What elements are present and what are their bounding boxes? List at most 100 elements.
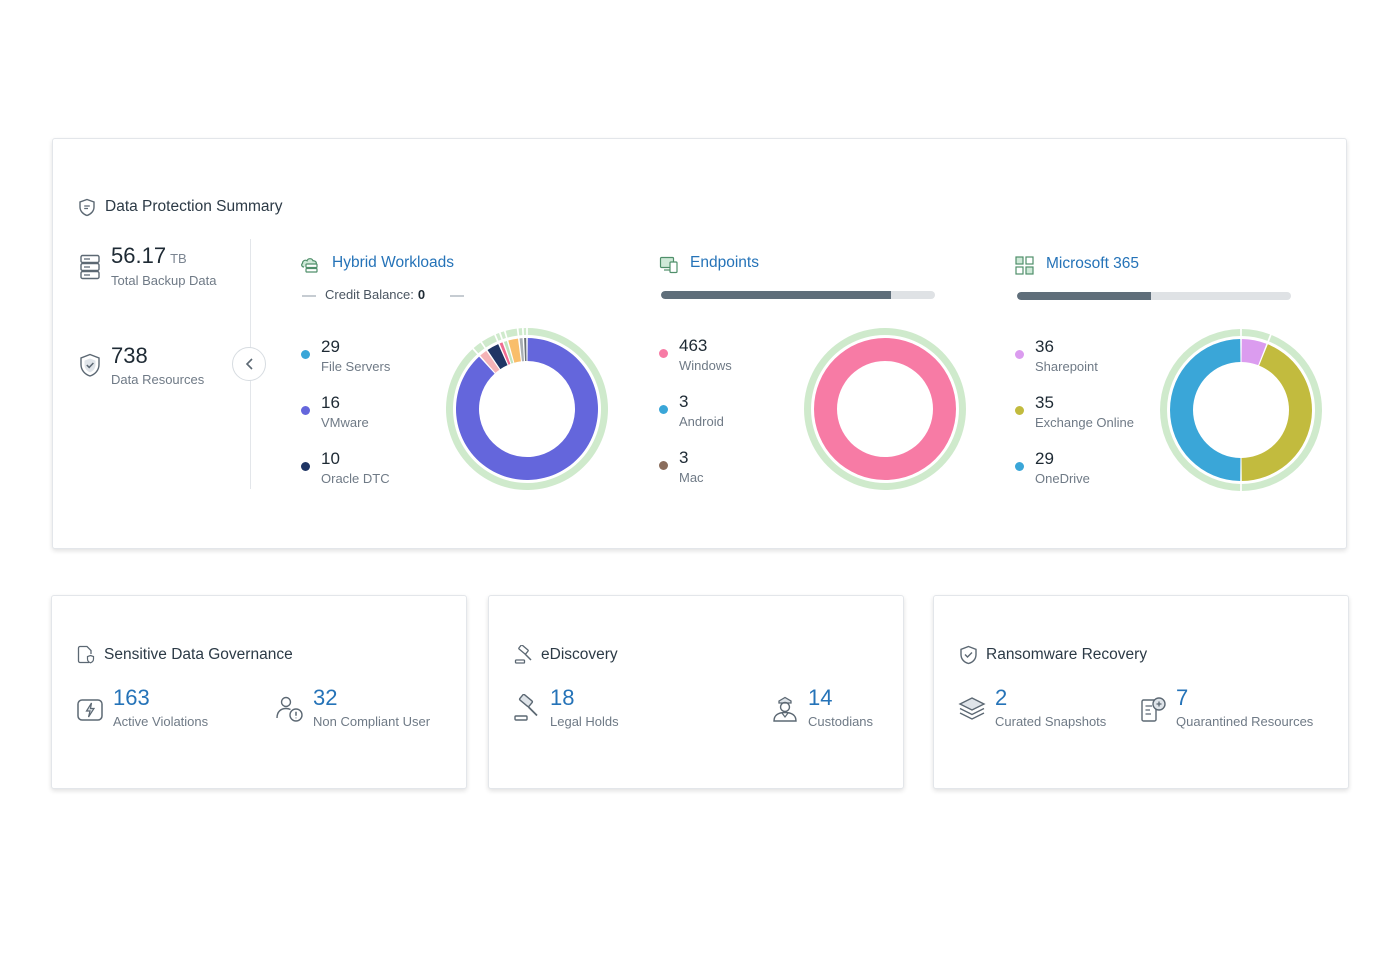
gavel-icon: [514, 645, 532, 664]
quarantined-resources-label: Quarantined Resources: [1176, 714, 1314, 729]
shield-check-icon: [960, 645, 977, 665]
donut-slice-exchange-online[interactable]: [1241, 344, 1312, 481]
user-warning-icon: [276, 696, 303, 722]
endpoint-devices-icon: [659, 256, 678, 274]
shield-icon: [79, 198, 95, 217]
curated-snapshots-count[interactable]: 2: [995, 685, 1008, 710]
collapse-button[interactable]: [232, 347, 266, 381]
total-backup-value: 56.17 TB: [111, 243, 187, 269]
legend-dot-file-servers: [301, 350, 310, 359]
endpoints-link[interactable]: Endpoints: [690, 254, 759, 271]
donut-slice-rose[interactable]: [499, 342, 511, 365]
legend-dot-windows: [659, 349, 668, 358]
donut-track-dark-gray: [523, 328, 527, 336]
oracle-dtc-label: Oracle DTC: [321, 471, 390, 486]
data-resources-value: 738: [111, 343, 148, 368]
violation-icon: [77, 699, 103, 721]
donut-slice-orange[interactable]: [508, 338, 521, 363]
mac-count: 3: [679, 448, 689, 467]
sharepoint-count: 36: [1035, 337, 1054, 356]
donut-slice-sharepoint[interactable]: [1241, 339, 1267, 366]
endpoints-donut: [803, 328, 966, 490]
chevron-left-icon: [245, 358, 253, 370]
legend-dot-oracle-dtc: [301, 462, 310, 471]
onedrive-label: OneDrive: [1035, 471, 1090, 486]
legal-holds-count[interactable]: 18: [550, 685, 575, 710]
data-protection-summary-card: Data Protection Summary 56.17 TB Total Ba…: [52, 138, 1347, 549]
vmware-count: 16: [321, 393, 340, 412]
non-compliant-user-count[interactable]: 32: [313, 685, 338, 710]
donut-slice-dark-gray[interactable]: [524, 338, 527, 362]
donut-track-gray: [518, 328, 523, 336]
quarantined-resources-count[interactable]: 7: [1176, 685, 1189, 710]
layers-icon: [958, 697, 986, 720]
microsoft-365-icon: [1015, 256, 1034, 275]
active-violations-count[interactable]: 163: [113, 685, 150, 710]
active-violations-label: Active Violations: [113, 714, 209, 729]
m365-progress-fill: [1017, 292, 1152, 300]
donut-slice-light-green[interactable]: [503, 340, 514, 364]
oracle-dtc-count: 10: [321, 449, 340, 468]
shield-check-icon: [80, 353, 100, 377]
legend-dot-mac: [659, 461, 668, 470]
total-backup-number: 56.17: [111, 243, 167, 268]
donut-track-sharepoint: [1241, 329, 1270, 341]
database-icon: [80, 254, 100, 280]
hybrid-workloads-donut: [446, 328, 608, 490]
donut-slice-vmware[interactable]: [456, 338, 598, 480]
custodians-count[interactable]: 14: [808, 685, 833, 710]
donut-slice-windows[interactable]: [813, 338, 956, 480]
donut-slice-gray[interactable]: [519, 338, 524, 362]
ransomware-title: Ransomware Recovery: [986, 646, 1148, 663]
mac-label: Mac: [679, 470, 704, 485]
total-backup-label: Total Backup Data: [111, 273, 217, 288]
donut-slice-onedrive[interactable]: [1170, 339, 1241, 481]
donut-track-pink: [473, 342, 485, 354]
donut-slice-oracle-dtc[interactable]: [487, 344, 508, 370]
data-resources-label: Data Resources: [111, 372, 205, 387]
exchange-online-label: Exchange Online: [1035, 415, 1135, 430]
custodian-icon: [773, 696, 797, 722]
credit-balance-value: 0: [417, 287, 426, 302]
credit-dash-left: [302, 295, 316, 297]
onedrive-count: 29: [1035, 449, 1054, 468]
endpoints-progress-bar: [661, 291, 935, 299]
donut-track-light-green: [500, 331, 506, 340]
file-servers-label: File Servers: [321, 359, 391, 374]
ediscovery-card: eDiscovery 18 Legal Holds 14 Custodians: [488, 595, 904, 789]
legend-dot-vmware: [301, 406, 310, 415]
vmware-label: VMware: [321, 415, 369, 430]
document-shield-icon: [77, 645, 95, 664]
android-label: Android: [679, 414, 724, 429]
summary-title: Data Protection Summary: [105, 198, 283, 215]
non-compliant-user-label: Non Compliant User: [313, 714, 431, 729]
ransomware-recovery-card: Ransomware Recovery 2 Curated Snapshots …: [933, 595, 1349, 789]
microsoft-365-link[interactable]: Microsoft 365: [1046, 255, 1140, 272]
cloud-server-icon: [301, 258, 318, 273]
legal-holds-label: Legal Holds: [550, 714, 619, 729]
legal-hold-icon: [514, 694, 538, 721]
custodians-label: Custodians: [808, 714, 874, 729]
sensitive-data-governance-card: Sensitive Data Governance 163 Active Vio…: [51, 595, 467, 789]
hybrid-workloads-link[interactable]: Hybrid Workloads: [332, 254, 455, 271]
donut-track-exchange-online: [1241, 335, 1322, 491]
credit-balance: Credit Balance: 0: [325, 287, 425, 302]
quarantine-icon: [1141, 697, 1166, 722]
donut-track-rose: [495, 333, 502, 341]
legend-dot-onedrive: [1015, 462, 1024, 471]
donut-slice-pink[interactable]: [480, 350, 500, 373]
donut-track-orange: [505, 328, 518, 338]
endpoints-progress-fill: [661, 291, 892, 299]
ediscovery-title: eDiscovery: [541, 646, 618, 663]
m365-progress-bar: [1017, 292, 1291, 300]
curated-snapshots-label: Curated Snapshots: [995, 714, 1107, 729]
file-servers-count: 29: [321, 337, 340, 356]
android-count: 3: [679, 392, 689, 411]
credit-dash-right: [450, 295, 464, 297]
governance-title: Sensitive Data Governance: [104, 646, 293, 663]
legend-dot-sharepoint: [1015, 350, 1024, 359]
legend-dot-exchange-online: [1015, 406, 1024, 415]
donut-track-oracle-dtc: [481, 334, 497, 348]
legend-dot-android: [659, 405, 668, 414]
microsoft-365-donut: [1160, 329, 1322, 491]
